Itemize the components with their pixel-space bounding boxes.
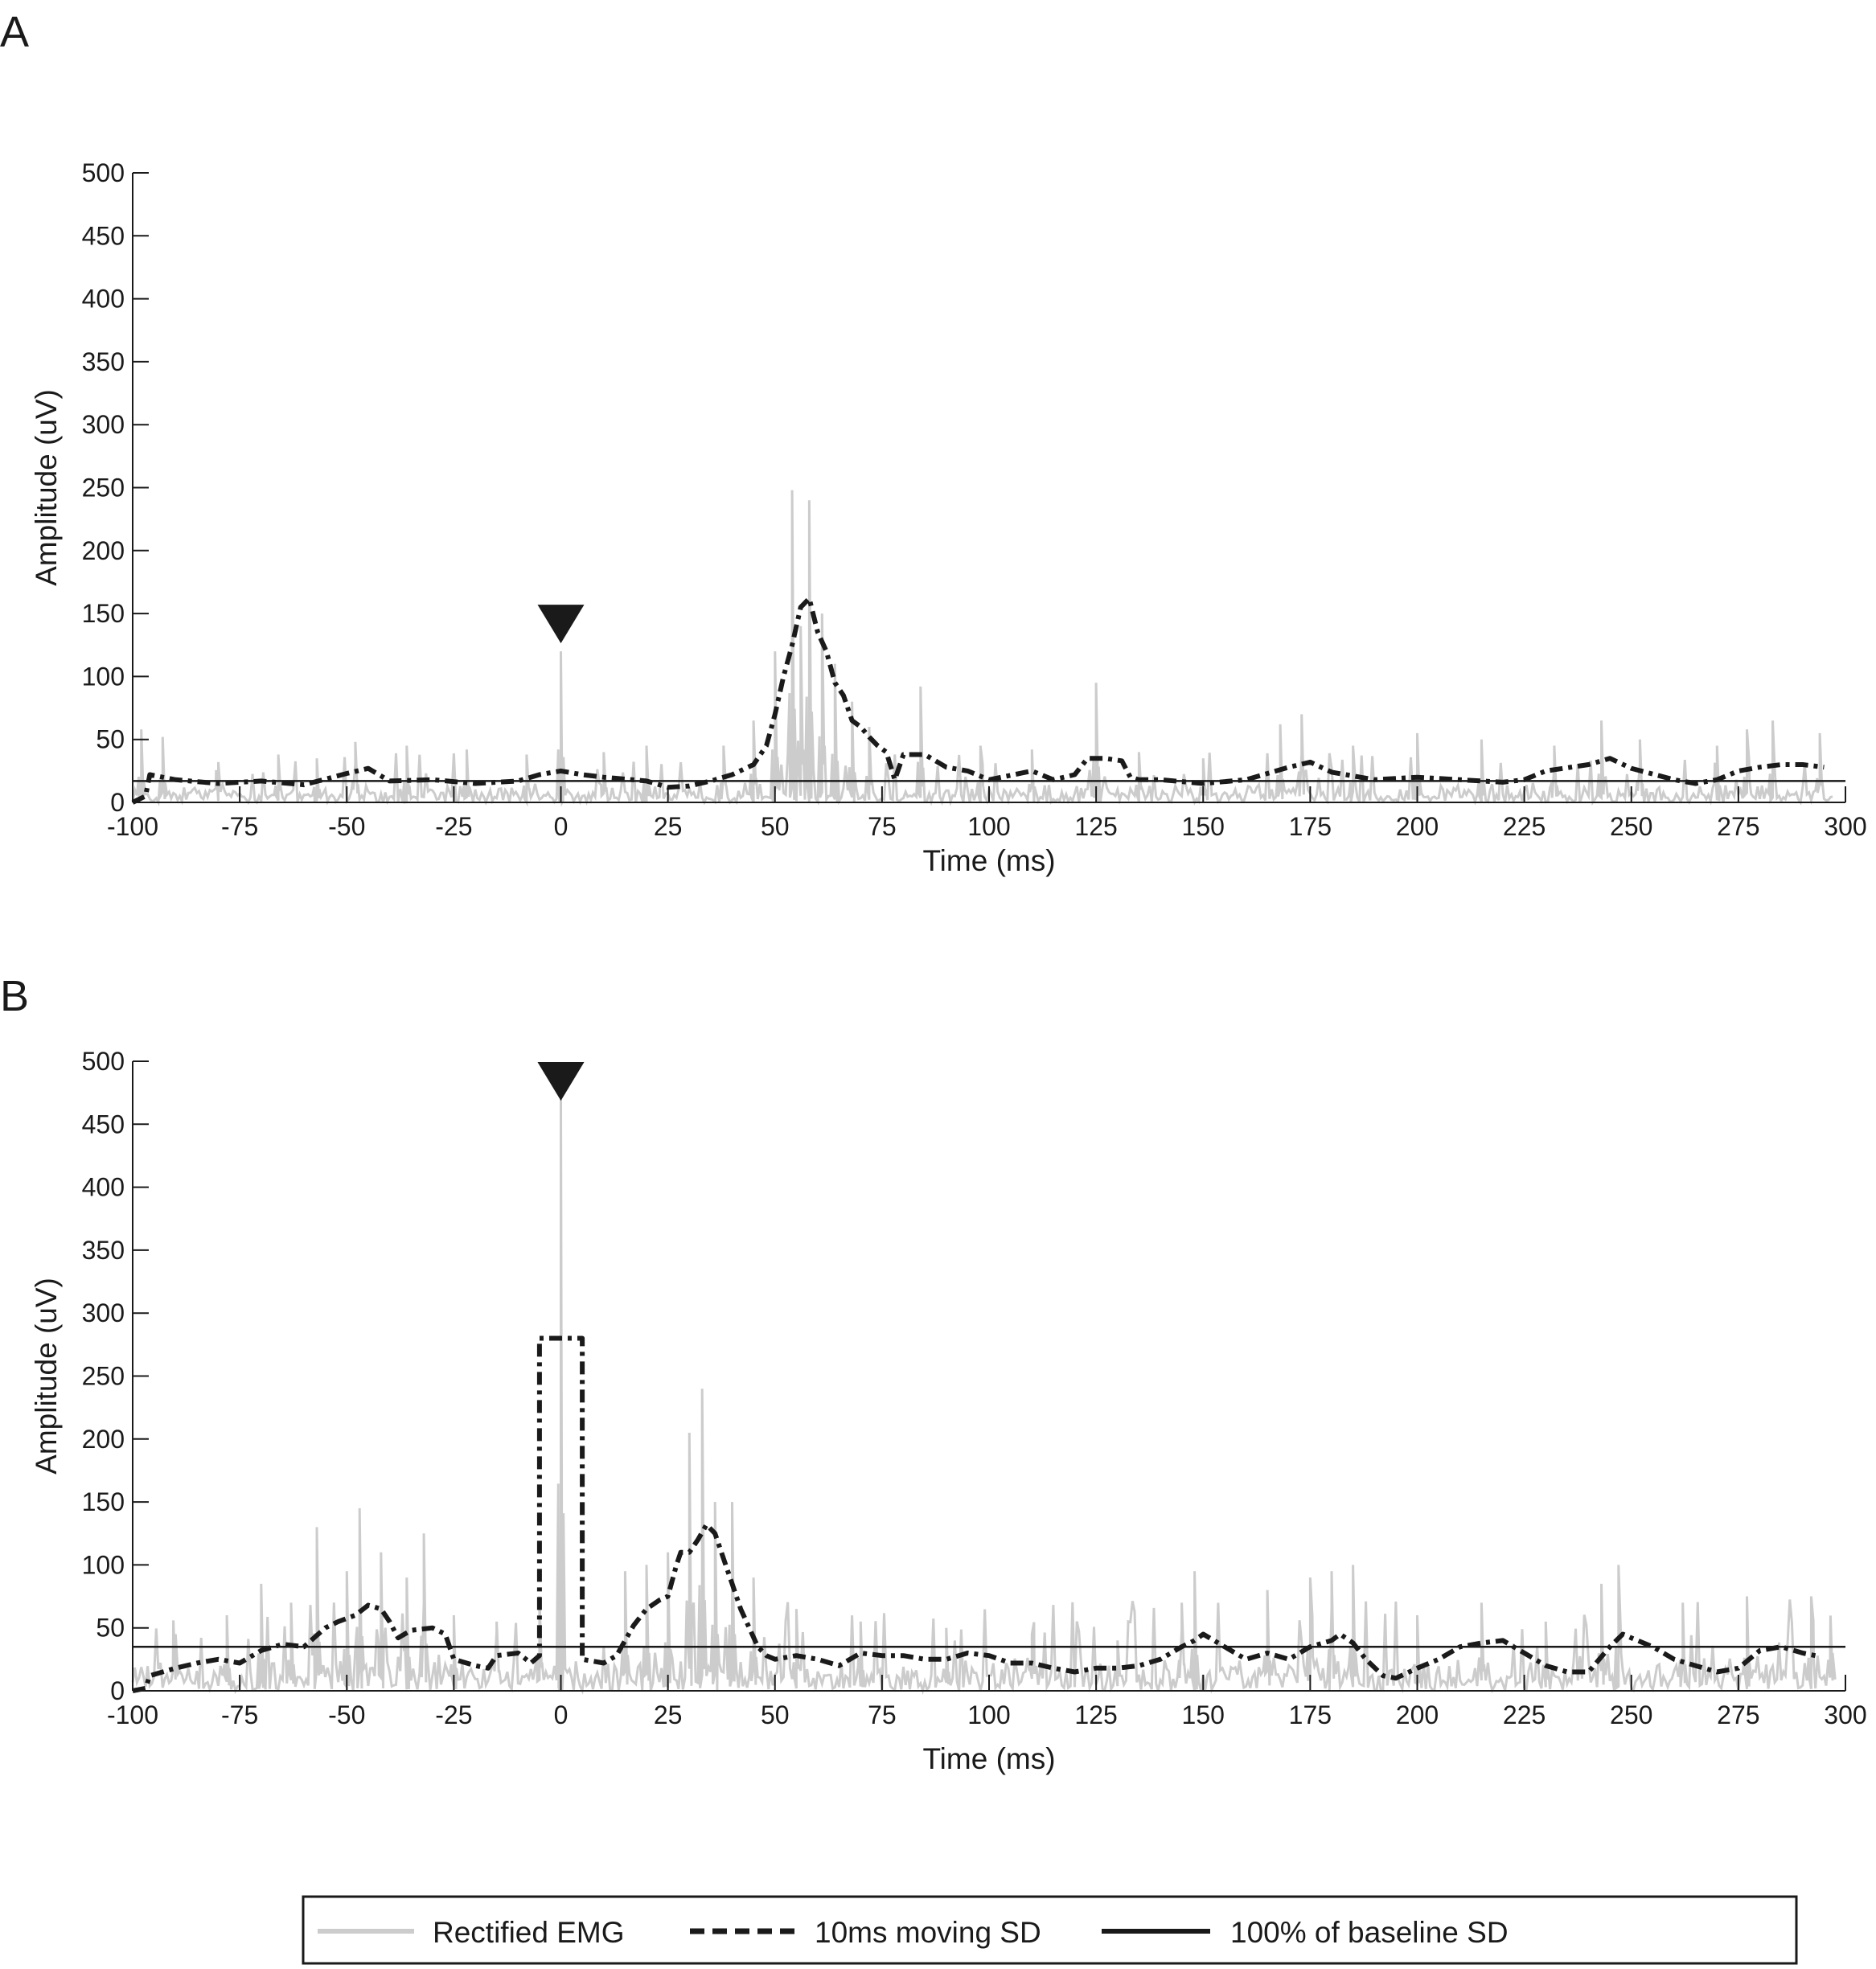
- x-tick-label: 275: [1717, 812, 1759, 841]
- x-tick-label: 100: [967, 1700, 1010, 1729]
- moving-sd-line: [131, 596, 1825, 805]
- x-tick-label: -75: [221, 1700, 258, 1729]
- y-tick-label: 150: [82, 599, 125, 628]
- y-axis-title: Amplitude (uV): [30, 389, 63, 586]
- x-tick-label: 125: [1074, 812, 1117, 841]
- x-tick-label: 225: [1503, 1700, 1546, 1729]
- x-tick-label: 25: [654, 812, 683, 841]
- x-tick-label: -100: [107, 1700, 158, 1729]
- x-tick-label: 300: [1824, 1700, 1866, 1729]
- legend: Rectified EMG 10ms moving SD 100% of basel…: [302, 1895, 1798, 1965]
- y-tick-label: 250: [82, 1362, 125, 1391]
- y-tick-label: 0: [110, 1676, 125, 1705]
- x-tick-label: 150: [1182, 812, 1225, 841]
- y-tick-label: 200: [82, 1425, 125, 1454]
- stimulus-marker: [537, 605, 585, 644]
- y-tick-label: 400: [82, 285, 125, 314]
- y-tick-label: 350: [82, 1236, 125, 1265]
- x-tick-label: -25: [435, 1700, 472, 1729]
- y-tick-label: 50: [96, 725, 125, 754]
- legend-label: 100% of baseline SD: [1230, 1916, 1509, 1949]
- y-tick-label: 0: [110, 788, 125, 817]
- y-tick-label: 300: [82, 1298, 125, 1327]
- x-tick-label: 125: [1074, 1700, 1117, 1729]
- x-tick-label: 0: [554, 812, 569, 841]
- x-tick-label: -100: [107, 812, 158, 841]
- x-tick-label: -25: [435, 812, 472, 841]
- x-tick-label: 25: [654, 1700, 683, 1729]
- x-tick-label: 275: [1717, 1700, 1759, 1729]
- y-tick-label: 300: [82, 410, 125, 439]
- x-tick-label: -50: [328, 1700, 365, 1729]
- x-tick-label: 250: [1610, 812, 1652, 841]
- moving-sd-line: [132, 1335, 1816, 1693]
- legend-box: [302, 1895, 1798, 1965]
- x-tick-label: 150: [1182, 1700, 1225, 1729]
- y-tick-label: 250: [82, 474, 125, 503]
- x-tick-label: 175: [1289, 812, 1332, 841]
- x-tick-label: 175: [1289, 1700, 1332, 1729]
- y-tick-label: 100: [82, 662, 125, 691]
- y-tick-label: 150: [82, 1487, 125, 1516]
- x-tick-label: 50: [761, 1700, 790, 1729]
- y-tick-label: 100: [82, 1550, 125, 1579]
- y-tick-label: 50: [96, 1614, 125, 1643]
- y-tick-label: 450: [82, 1110, 125, 1138]
- x-tick-label: 75: [868, 1700, 897, 1729]
- x-tick-label: 0: [554, 1700, 569, 1729]
- x-tick-label: 100: [967, 812, 1010, 841]
- y-axis-title: Amplitude (uV): [30, 1278, 63, 1475]
- y-tick-label: 500: [82, 158, 125, 187]
- x-tick-label: -75: [221, 812, 258, 841]
- x-tick-label: 250: [1610, 1700, 1652, 1729]
- x-tick-label: 75: [868, 812, 897, 841]
- stimulus-marker: [537, 1061, 585, 1101]
- y-tick-label: 450: [82, 221, 125, 250]
- x-tick-label: 50: [761, 812, 790, 841]
- y-tick-label: 400: [82, 1173, 125, 1202]
- legend-label: Rectified EMG: [433, 1916, 625, 1949]
- x-axis-title: Time (ms): [922, 1742, 1055, 1775]
- x-tick-label: -50: [328, 812, 365, 841]
- y-tick-label: 500: [82, 1047, 125, 1076]
- panel-label: A: [0, 8, 29, 56]
- legend-label: 10ms moving SD: [815, 1916, 1041, 1949]
- x-tick-label: 225: [1503, 812, 1546, 841]
- x-tick-label: 200: [1396, 812, 1439, 841]
- x-axis-title: Time (ms): [922, 844, 1055, 877]
- y-tick-label: 350: [82, 347, 125, 376]
- y-tick-label: 200: [82, 536, 125, 565]
- x-tick-label: 200: [1396, 1700, 1439, 1729]
- rectified-emg-line: [131, 1098, 1837, 1696]
- panel-label: B: [0, 972, 29, 1020]
- x-tick-label: 300: [1824, 812, 1866, 841]
- rectified-emg-line: [131, 490, 1833, 807]
